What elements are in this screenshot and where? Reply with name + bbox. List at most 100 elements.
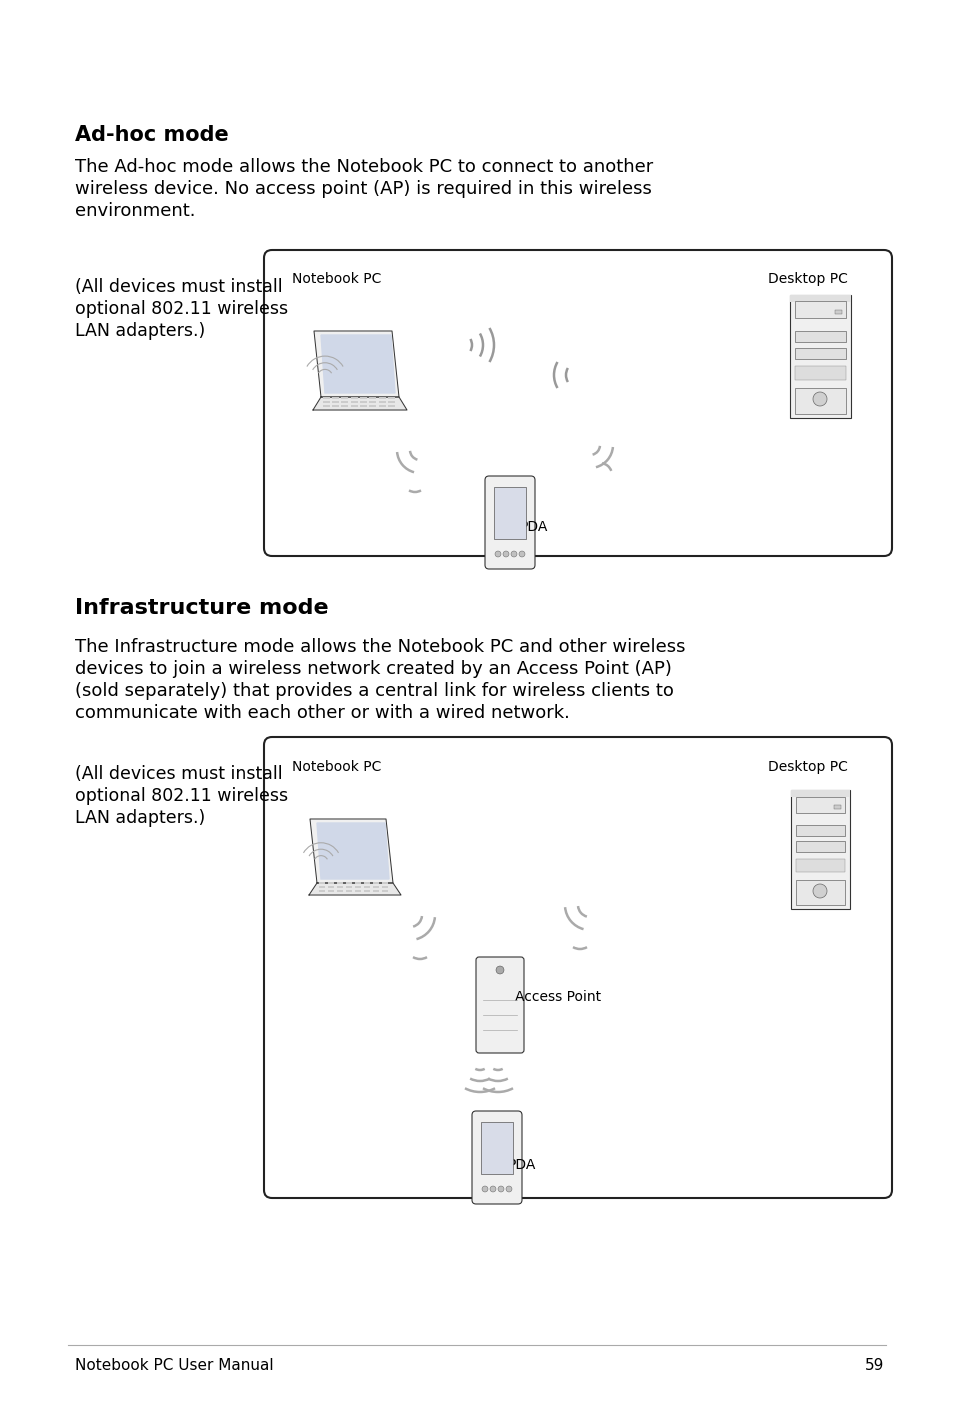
Bar: [351, 397, 357, 398]
Text: The Infrastructure mode allows the Notebook PC and other wireless: The Infrastructure mode allows the Noteb…: [75, 638, 685, 657]
Bar: [364, 889, 370, 892]
Bar: [328, 886, 335, 888]
Bar: [355, 882, 361, 883]
Circle shape: [497, 1185, 503, 1193]
Bar: [364, 886, 370, 888]
Bar: [332, 397, 338, 398]
Bar: [789, 295, 850, 302]
FancyBboxPatch shape: [484, 476, 535, 569]
Bar: [359, 401, 366, 403]
Bar: [388, 404, 395, 407]
Bar: [318, 882, 325, 883]
Bar: [388, 397, 395, 398]
Polygon shape: [314, 330, 398, 397]
Bar: [323, 397, 330, 398]
Text: devices to join a wireless network created by an Access Point (AP): devices to join a wireless network creat…: [75, 659, 671, 678]
Text: environment.: environment.: [75, 201, 195, 220]
Bar: [369, 404, 375, 407]
Bar: [378, 397, 385, 398]
Text: Notebook PC User Manual: Notebook PC User Manual: [75, 1358, 274, 1373]
Bar: [318, 889, 325, 892]
Bar: [373, 882, 379, 883]
Bar: [336, 886, 343, 888]
Text: Notebook PC: Notebook PC: [292, 272, 381, 286]
Bar: [351, 404, 357, 407]
Bar: [369, 397, 375, 398]
FancyBboxPatch shape: [472, 1110, 521, 1204]
Bar: [323, 401, 330, 403]
Polygon shape: [320, 335, 395, 393]
FancyBboxPatch shape: [476, 957, 523, 1054]
Bar: [388, 401, 395, 403]
Circle shape: [490, 1185, 496, 1193]
Bar: [381, 886, 388, 888]
Bar: [359, 397, 366, 398]
Bar: [328, 882, 335, 883]
Text: wireless device. No access point (AP) is required in this wireless: wireless device. No access point (AP) is…: [75, 180, 651, 199]
Circle shape: [518, 552, 524, 557]
Bar: [340, 397, 347, 398]
Circle shape: [812, 883, 826, 898]
Bar: [795, 825, 844, 837]
Bar: [346, 889, 352, 892]
Circle shape: [511, 552, 517, 557]
Bar: [336, 889, 343, 892]
Text: LAN adapters.): LAN adapters.): [75, 810, 205, 827]
Bar: [795, 797, 844, 813]
Text: LAN adapters.): LAN adapters.): [75, 322, 205, 340]
Bar: [355, 889, 361, 892]
Bar: [323, 404, 330, 407]
Bar: [336, 882, 343, 883]
Text: PDA: PDA: [507, 1159, 536, 1173]
Circle shape: [481, 1185, 488, 1193]
Bar: [378, 401, 385, 403]
Bar: [833, 805, 841, 810]
FancyBboxPatch shape: [264, 250, 891, 556]
Text: optional 802.11 wireless: optional 802.11 wireless: [75, 301, 288, 318]
Bar: [346, 886, 352, 888]
Bar: [373, 886, 379, 888]
Circle shape: [495, 552, 500, 557]
Bar: [794, 347, 845, 359]
Text: The Ad-hoc mode allows the Notebook PC to connect to another: The Ad-hoc mode allows the Notebook PC t…: [75, 157, 653, 176]
Text: Notebook PC: Notebook PC: [292, 760, 381, 774]
Bar: [834, 311, 841, 313]
Bar: [340, 401, 347, 403]
Bar: [328, 889, 335, 892]
Bar: [340, 404, 347, 407]
Circle shape: [496, 966, 503, 974]
Text: Desktop PC: Desktop PC: [767, 272, 847, 286]
Text: Desktop PC: Desktop PC: [767, 760, 847, 774]
Bar: [494, 486, 525, 539]
Polygon shape: [310, 820, 393, 883]
Bar: [378, 404, 385, 407]
Bar: [795, 859, 844, 872]
Bar: [364, 882, 370, 883]
Bar: [332, 401, 338, 403]
Bar: [794, 366, 845, 380]
Text: (sold separately) that provides a central link for wireless clients to: (sold separately) that provides a centra…: [75, 682, 673, 700]
Circle shape: [505, 1185, 512, 1193]
Circle shape: [812, 391, 826, 406]
Text: (All devices must install: (All devices must install: [75, 764, 282, 783]
Bar: [794, 330, 845, 342]
Text: Access Point: Access Point: [515, 990, 600, 1004]
Bar: [790, 790, 849, 909]
Bar: [359, 404, 366, 407]
Bar: [381, 882, 388, 883]
Polygon shape: [309, 883, 400, 895]
Bar: [794, 389, 845, 414]
Bar: [332, 404, 338, 407]
Bar: [355, 886, 361, 888]
Text: Ad-hoc mode: Ad-hoc mode: [75, 125, 229, 145]
Bar: [480, 1122, 513, 1174]
Text: 59: 59: [863, 1358, 883, 1373]
Bar: [351, 401, 357, 403]
Text: (All devices must install: (All devices must install: [75, 278, 282, 296]
Bar: [373, 889, 379, 892]
Circle shape: [502, 552, 509, 557]
Polygon shape: [316, 822, 389, 879]
Text: Infrastructure mode: Infrastructure mode: [75, 598, 328, 618]
Bar: [794, 301, 845, 318]
Bar: [795, 841, 844, 852]
